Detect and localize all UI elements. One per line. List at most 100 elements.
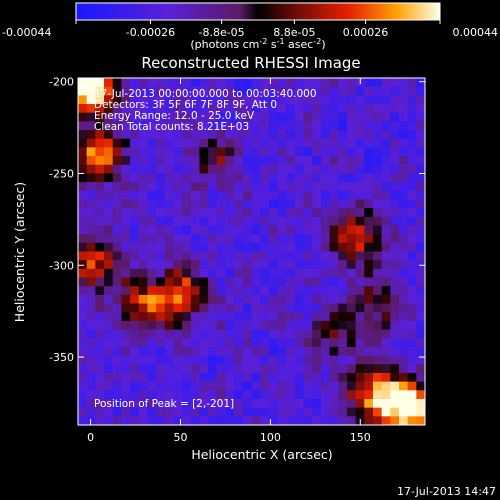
heatmap-cell — [346, 364, 357, 374]
heatmap-cell — [104, 121, 114, 131]
heatmap-cell — [216, 130, 227, 140]
heatmap-cell — [338, 173, 348, 183]
heatmap-cell — [277, 329, 287, 339]
heatmap-cell — [234, 147, 244, 157]
heatmap-cell — [130, 173, 140, 183]
heatmap-cell — [268, 355, 279, 365]
heatmap-cell — [234, 329, 244, 339]
heatmap-cell — [225, 95, 235, 105]
heatmap-cell — [355, 225, 365, 235]
heatmap-cell — [320, 251, 331, 261]
heatmap-cell — [346, 182, 357, 192]
heatmap-cell — [277, 182, 287, 192]
heatmap-cell — [147, 234, 157, 244]
heatmap-cell — [320, 260, 331, 270]
heatmap-cell — [104, 190, 114, 201]
heatmap-cell — [294, 130, 305, 140]
heatmap-cell — [286, 95, 296, 105]
heatmap-cell — [242, 86, 253, 96]
heatmap-cell — [216, 251, 227, 261]
heatmap-cell — [286, 182, 296, 192]
heatmap-cell — [407, 390, 417, 400]
heatmap-cell — [329, 173, 339, 183]
heatmap-cell — [338, 372, 348, 383]
heatmap-cell — [104, 242, 114, 253]
heatmap-cell — [381, 225, 391, 235]
heatmap-cell — [95, 398, 105, 409]
heatmap-cell — [138, 372, 149, 383]
heatmap-cell — [268, 329, 279, 339]
heatmap-cell — [208, 182, 218, 192]
heatmap-cell — [338, 260, 348, 270]
heatmap-cell — [225, 78, 235, 88]
heatmap-cell — [381, 398, 391, 409]
heatmap-cell — [121, 208, 131, 218]
heatmap-cell — [173, 95, 183, 105]
heatmap-cell — [104, 338, 114, 348]
heatmap-cell — [372, 173, 383, 183]
heatmap-cell — [390, 78, 400, 88]
heatmap-cell — [268, 303, 279, 313]
heatmap-cell — [112, 364, 122, 374]
heatmap-cell — [364, 320, 374, 331]
heatmap-cell — [182, 294, 192, 305]
heatmap-cell — [381, 312, 391, 322]
heatmap-cell — [286, 346, 296, 357]
heatmap-cell — [372, 147, 383, 157]
heatmap-cell — [216, 303, 227, 313]
heatmap-cell — [372, 251, 383, 261]
heatmap-cell — [251, 147, 261, 157]
heatmap-cell — [147, 104, 157, 114]
heatmap-cell — [130, 95, 140, 105]
heatmap-cell — [372, 156, 383, 166]
heatmap-cell — [164, 416, 175, 425]
heatmap-cell — [95, 346, 105, 357]
heatmap-cell — [199, 104, 209, 114]
heatmap-cell — [225, 138, 235, 149]
heatmap-cell — [338, 242, 348, 253]
heatmap-cell — [286, 355, 296, 365]
heatmap-cell — [398, 156, 409, 166]
heatmap-cell — [242, 173, 253, 183]
heatmap-cell — [381, 173, 391, 183]
heatmap-cell — [156, 190, 166, 201]
heatmap-cell — [173, 286, 183, 296]
heatmap-cell — [173, 234, 183, 244]
heatmap-cell — [130, 320, 140, 331]
heatmap-cell — [355, 138, 365, 149]
heatmap-cell — [277, 164, 287, 175]
heatmap-cell — [208, 225, 218, 235]
heatmap-cell — [364, 294, 374, 305]
heatmap-cell — [208, 95, 218, 105]
heatmap-cell — [277, 216, 287, 227]
heatmap-cell — [208, 338, 218, 348]
heatmap-cell — [381, 95, 391, 105]
heatmap-cell — [190, 268, 201, 279]
heatmap-cell — [320, 112, 331, 122]
heatmap-cell — [320, 190, 331, 201]
heatmap-cell — [268, 372, 279, 383]
heatmap-cell — [78, 346, 88, 357]
heatmap-cell — [398, 372, 409, 383]
heatmap-cell — [416, 173, 425, 183]
heatmap-cell — [312, 398, 322, 409]
heatmap-cell — [416, 286, 425, 296]
heatmap-cell — [329, 138, 339, 149]
heatmap-cell — [381, 372, 391, 383]
heatmap-cell — [190, 164, 201, 175]
heatmap-cell — [390, 346, 400, 357]
heatmap-cell — [199, 234, 209, 244]
colorbar-tick-label: 8.8e-05 — [273, 26, 315, 39]
heatmap-cell — [216, 268, 227, 279]
heatmap-cell — [372, 86, 383, 96]
heatmap-cell — [398, 78, 409, 88]
heatmap-cell — [95, 112, 105, 122]
heatmap-cell — [164, 338, 175, 348]
heatmap-cell — [208, 312, 218, 322]
heatmap-cell — [86, 294, 96, 305]
heatmap-cell — [320, 398, 331, 409]
heatmap-cell — [416, 225, 425, 235]
heatmap-cell — [364, 121, 374, 131]
heatmap-cell — [277, 277, 287, 287]
heatmap-cell — [407, 338, 417, 348]
